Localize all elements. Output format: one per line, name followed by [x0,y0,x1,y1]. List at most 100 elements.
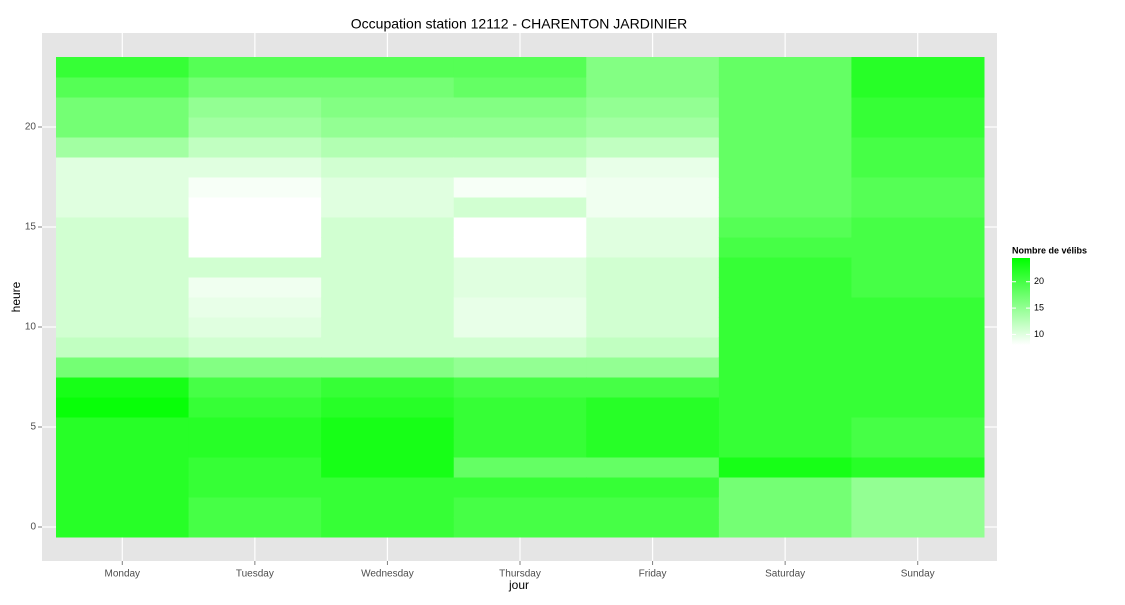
heat-cell [453,517,587,538]
heat-cell [851,497,985,518]
heat-cell [321,117,455,138]
heat-cell [718,417,852,438]
heat-cell [453,477,587,498]
heat-cell [321,77,455,98]
heat-cell [188,477,322,498]
heat-cell [188,437,322,458]
heat-cell [586,217,720,238]
heat-cell [321,157,455,178]
heat-cell [453,177,587,198]
y-tick-label: 20 [25,122,37,133]
x-tick-label: Sunday [901,569,935,580]
heat-cell [586,157,720,178]
heat-cell [851,177,985,198]
heat-cell [586,417,720,438]
heat-cell [586,237,720,258]
y-tick-label: 10 [25,322,37,333]
heat-cell [851,257,985,278]
heat-cell [453,217,587,238]
heat-cell [188,417,322,438]
heat-cell [188,197,322,218]
heat-cell [851,217,985,238]
heat-cell [718,297,852,318]
heat-cell [56,437,190,458]
heat-cell [56,377,190,398]
heat-cell [56,337,190,358]
y-tick-label: 15 [25,222,37,233]
heat-cell [321,457,455,478]
heat-cell [56,157,190,178]
legend-colorbar [1012,258,1030,345]
heat-cell [453,257,587,278]
heat-cell [718,317,852,338]
heat-cell [453,77,587,98]
heat-cell [453,457,587,478]
heat-cell [188,397,322,418]
heat-cell [453,337,587,358]
heat-cell [56,117,190,138]
heat-cell [586,277,720,298]
heat-cell [56,517,190,538]
heat-cell [188,357,322,378]
heat-cell [851,157,985,178]
heat-cell [453,277,587,298]
heat-cell [453,97,587,118]
heat-cell [586,137,720,158]
heat-cell [453,497,587,518]
heat-cell [586,497,720,518]
heat-cell [851,317,985,338]
heat-cell [188,117,322,138]
heat-cell [321,497,455,518]
heat-cell [188,257,322,278]
heat-cell [56,77,190,98]
heat-cell [56,457,190,478]
heat-cell [56,257,190,278]
heat-cell [56,497,190,518]
heat-cell [321,517,455,538]
x-tick-label: Wednesday [361,569,414,580]
heat-cell [586,397,720,418]
heat-cell [56,57,190,78]
heat-cell [188,97,322,118]
heat-cell [56,97,190,118]
heat-cell [851,517,985,538]
heat-cell [718,97,852,118]
x-tick-label: Friday [639,569,667,580]
heat-cell [718,117,852,138]
y-axis-label: heure [9,281,23,312]
heat-cell [321,317,455,338]
heat-cell [718,157,852,178]
heat-cell [718,217,852,238]
heat-cell [56,417,190,438]
heat-cell [851,457,985,478]
heat-cell [586,337,720,358]
x-tick-label: Saturday [765,569,805,580]
heat-cell [586,57,720,78]
heat-cell [56,297,190,318]
heat-cell [321,357,455,378]
heat-cell [718,377,852,398]
heat-cell [586,197,720,218]
heat-cell [851,417,985,438]
heat-cell [718,277,852,298]
heat-cell [321,137,455,158]
heat-cell [718,477,852,498]
heat-cell [718,237,852,258]
y-tick-label: 0 [30,522,36,533]
heat-cell [851,237,985,258]
heat-cell [718,497,852,518]
heat-cell [851,277,985,298]
x-axis-label: jour [508,578,529,592]
heat-cell [188,217,322,238]
heat-cell [56,317,190,338]
heat-cell [56,397,190,418]
heat-cell [453,437,587,458]
heat-cell [586,457,720,478]
heat-cell [851,337,985,358]
heat-cell [718,397,852,418]
heat-cell [851,97,985,118]
heat-cell [56,277,190,298]
heat-cell [321,57,455,78]
heat-cell [56,197,190,218]
